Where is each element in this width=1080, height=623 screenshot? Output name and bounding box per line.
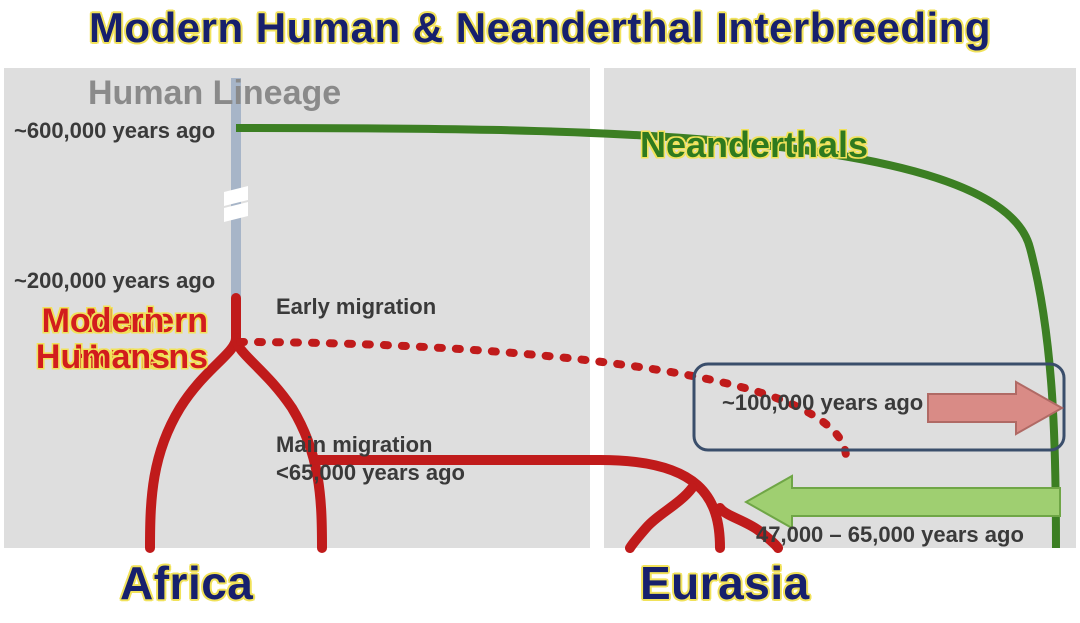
modern-humans-label-block: Modern Humans xyxy=(8,304,198,375)
arrow-red-icon xyxy=(928,382,1062,434)
region-africa: Africa xyxy=(120,556,253,610)
diagram-root: Modern Human & Neanderthal Interbreeding xyxy=(0,0,1080,623)
main-migration-time: <65,000 years ago xyxy=(276,460,465,486)
early-migration-label: Early migration xyxy=(276,294,436,320)
early-interbreed-time: ~100,000 years ago xyxy=(722,390,923,416)
mh-line1: Modern xyxy=(8,304,198,340)
late-interbreed-time: 47,000 – 65,000 years ago xyxy=(756,522,1024,548)
time-200k: ~200,000 years ago xyxy=(14,268,215,294)
time-600k: ~600,000 years ago xyxy=(14,118,215,144)
main-migration-label: Main migration xyxy=(276,432,432,458)
neanderthals-label: Neanderthals xyxy=(640,124,868,166)
region-eurasia: Eurasia xyxy=(640,556,810,610)
mh-line2: Humans xyxy=(8,340,198,376)
arrow-green-icon xyxy=(746,476,1060,528)
main-migration-arch-left xyxy=(630,488,692,548)
human-lineage-label: Human Lineage xyxy=(88,74,341,113)
